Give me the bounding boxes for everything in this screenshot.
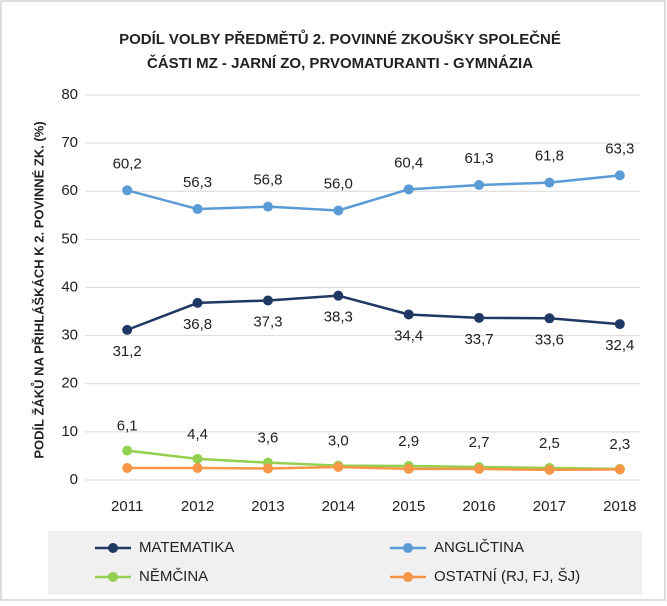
series-line — [127, 465, 620, 472]
chart-title: ČÁSTI MZ - JARNÍ ZO, PRVOMATURANTI - GYM… — [147, 54, 533, 72]
data-label: 6,1 — [117, 418, 138, 435]
x-tick-label: 2014 — [322, 498, 355, 515]
data-label: 61,8 — [535, 148, 564, 165]
data-label: 3,6 — [258, 430, 279, 447]
data-point — [474, 463, 485, 474]
data-label: 2,9 — [398, 433, 419, 450]
data-label: 34,4 — [394, 327, 423, 344]
y-tick-label: 70 — [61, 134, 78, 151]
legend — [48, 531, 642, 595]
data-label: 37,3 — [253, 313, 282, 330]
data-point — [333, 462, 344, 473]
data-point — [122, 185, 133, 196]
y-axis-label: PODÍL ŽÁKŮ NA PŘIHLÁŠKÁCH K 2. POVINNÉ Z… — [30, 121, 46, 458]
series-line — [127, 449, 620, 471]
data-label: 61,3 — [464, 150, 493, 167]
data-point — [403, 463, 414, 474]
data-point — [122, 462, 133, 473]
data-point — [544, 464, 555, 475]
data-point — [262, 201, 273, 212]
x-tick-label: 2013 — [251, 498, 284, 515]
data-point — [333, 290, 344, 301]
legend-marker — [108, 543, 118, 553]
data-point — [614, 319, 625, 330]
data-point — [122, 445, 133, 456]
y-tick-label: 80 — [61, 86, 78, 103]
data-point — [192, 453, 203, 464]
x-tick-label: 2018 — [603, 498, 636, 515]
legend-marker — [108, 572, 118, 582]
y-tick-label: 50 — [61, 230, 78, 247]
data-point — [614, 170, 625, 181]
data-label: 63,3 — [605, 140, 634, 157]
data-label: 36,8 — [183, 316, 212, 333]
data-label: 60,4 — [394, 154, 423, 171]
chart-title: PODÍL VOLBY PŘEDMĚTŮ 2. POVINNÉ ZKOUŠKY … — [119, 29, 561, 48]
data-label: 38,3 — [324, 309, 353, 326]
data-point — [122, 324, 133, 335]
data-point — [403, 309, 414, 320]
y-tick-label: 10 — [61, 423, 78, 440]
data-point — [544, 177, 555, 188]
data-point — [474, 312, 485, 323]
data-point — [262, 295, 273, 306]
data-point — [192, 462, 203, 473]
series-line — [126, 174, 620, 212]
data-label: 60,2 — [113, 155, 142, 172]
data-point — [333, 205, 344, 216]
data-label: 56,0 — [324, 175, 353, 192]
data-point — [192, 297, 203, 308]
data-point — [403, 184, 414, 195]
y-tick-label: 30 — [61, 327, 78, 344]
y-tick-label: 20 — [61, 375, 78, 392]
data-point — [544, 313, 555, 324]
y-tick-label: 60 — [61, 182, 78, 199]
data-point — [614, 464, 625, 475]
data-label: 2,7 — [469, 434, 490, 451]
x-tick-label: 2012 — [181, 498, 214, 515]
legend-marker — [403, 572, 413, 582]
data-point — [474, 179, 485, 190]
legend-label: OSTATNÍ (RJ, FJ, ŠJ) — [434, 568, 580, 585]
series-line — [126, 294, 620, 332]
data-label: 4,4 — [187, 426, 208, 443]
data-label: 31,2 — [113, 343, 142, 360]
data-point — [192, 204, 203, 215]
y-tick-label: 40 — [61, 278, 78, 295]
data-label: 33,6 — [535, 331, 564, 348]
x-tick-label: 2017 — [533, 498, 566, 515]
legend-label: ANGLIČTINA — [434, 539, 524, 556]
data-label: 2,3 — [609, 436, 630, 453]
legend-marker — [403, 543, 413, 553]
data-label: 2,5 — [539, 435, 560, 452]
legend-label: MATEMATIKA — [139, 539, 234, 556]
y-tick-label: 0 — [70, 471, 78, 488]
legend-label: NĚMČINA — [139, 568, 208, 585]
data-label: 56,3 — [183, 174, 212, 191]
data-label: 3,0 — [328, 433, 349, 450]
x-tick-label: 2015 — [392, 498, 425, 515]
data-point — [262, 463, 273, 474]
data-label: 32,4 — [605, 337, 634, 354]
data-label: 33,7 — [464, 331, 493, 348]
x-tick-label: 2011 — [111, 498, 143, 515]
data-label: 56,8 — [253, 172, 282, 189]
x-tick-label: 2016 — [462, 498, 495, 515]
